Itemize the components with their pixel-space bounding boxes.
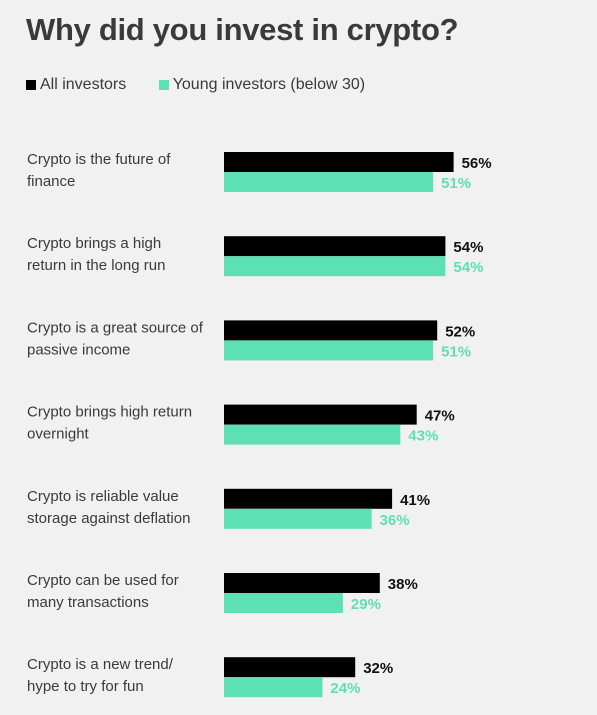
bar [224, 488, 393, 509]
value-label: 38% [388, 576, 418, 593]
value-label: 54% [453, 239, 483, 256]
category-label: Crypto brings high return overnight [27, 404, 192, 443]
category-label-line: many transactions [27, 594, 149, 611]
category-label-line: hype to try for fun [27, 678, 144, 695]
category-label-line: Crypto can be used for [27, 572, 179, 589]
value-label: 52% [445, 323, 475, 340]
category-label: Crypto can be used for many transactions [27, 572, 179, 611]
bar [224, 657, 356, 678]
category-label-line: finance [27, 173, 75, 190]
value-label: 24% [330, 680, 360, 697]
category-label-line: Crypto is reliable value [27, 488, 179, 505]
bar [224, 172, 434, 192]
bar [224, 236, 446, 257]
category-label-line: return in the long run [27, 257, 165, 274]
bar [224, 593, 343, 613]
category-label-line: Crypto is a new trend/ [27, 656, 174, 673]
category-label-line: storage against deflation [27, 510, 190, 527]
category-label: Crypto is a great source of passive incom… [27, 319, 204, 358]
value-label: 41% [400, 492, 430, 509]
bar-group: Crypto can be used for many transactions 3… [27, 572, 418, 613]
value-label: 36% [380, 512, 410, 529]
legend-item-all-investors: All investors [26, 76, 126, 94]
category-label-line: Crypto is a great source of [27, 319, 204, 336]
bar-group: Crypto is reliable value storage against … [27, 488, 430, 529]
bar [224, 404, 417, 425]
bar [224, 152, 454, 172]
value-label: 47% [425, 408, 455, 425]
bar-group: Crypto brings high return overnight 47% 43% [27, 404, 455, 445]
category-label-line: overnight [27, 426, 90, 443]
value-label: 51% [441, 175, 471, 192]
value-label: 51% [441, 343, 471, 360]
legend-label-young-investors: Young investors (below 30) [172, 76, 366, 93]
bar-group: Crypto is the future of finance 56% 51% [27, 151, 492, 192]
category-label-line: Crypto brings high return [27, 404, 192, 421]
category-label-line: Crypto is the future of [27, 151, 171, 168]
category-label-line: Crypto brings a high [27, 235, 161, 252]
legend-label-all-investors: All investors [40, 76, 127, 93]
legend-swatch-young-investors [158, 80, 169, 90]
value-label: 43% [408, 428, 438, 445]
legend: All investors Young investors (below 30) [26, 76, 393, 95]
legend-swatch-all-investors [26, 80, 36, 90]
value-label: 32% [363, 660, 393, 677]
category-label: Crypto is the future of finance [27, 151, 171, 190]
category-label: Crypto is a new trend/hype to try for fu… [27, 656, 174, 695]
bar [224, 424, 401, 445]
bar-group: Crypto is a new trend/hype to try for fu… [27, 656, 393, 698]
category-label: Crypto brings a high return in the long r… [27, 235, 165, 274]
bar [224, 340, 434, 361]
bar [224, 573, 380, 593]
chart-title: Why did you invest in crypto? [26, 12, 459, 47]
bar [224, 256, 446, 277]
legend-item-young-investors: Young investors (below 30) [158, 76, 366, 94]
category-label-line: passive income [27, 341, 130, 358]
bar [224, 508, 372, 529]
bar [224, 677, 323, 698]
value-label: 54% [453, 259, 483, 276]
category-label: Crypto is reliable value storage against … [27, 488, 190, 527]
bar [224, 320, 438, 341]
bar-group: Crypto is a great source of passive incom… [27, 319, 475, 361]
bar-group: Crypto brings a high return in the long r… [27, 235, 483, 277]
value-label: 29% [351, 596, 381, 613]
value-label: 56% [462, 155, 492, 172]
